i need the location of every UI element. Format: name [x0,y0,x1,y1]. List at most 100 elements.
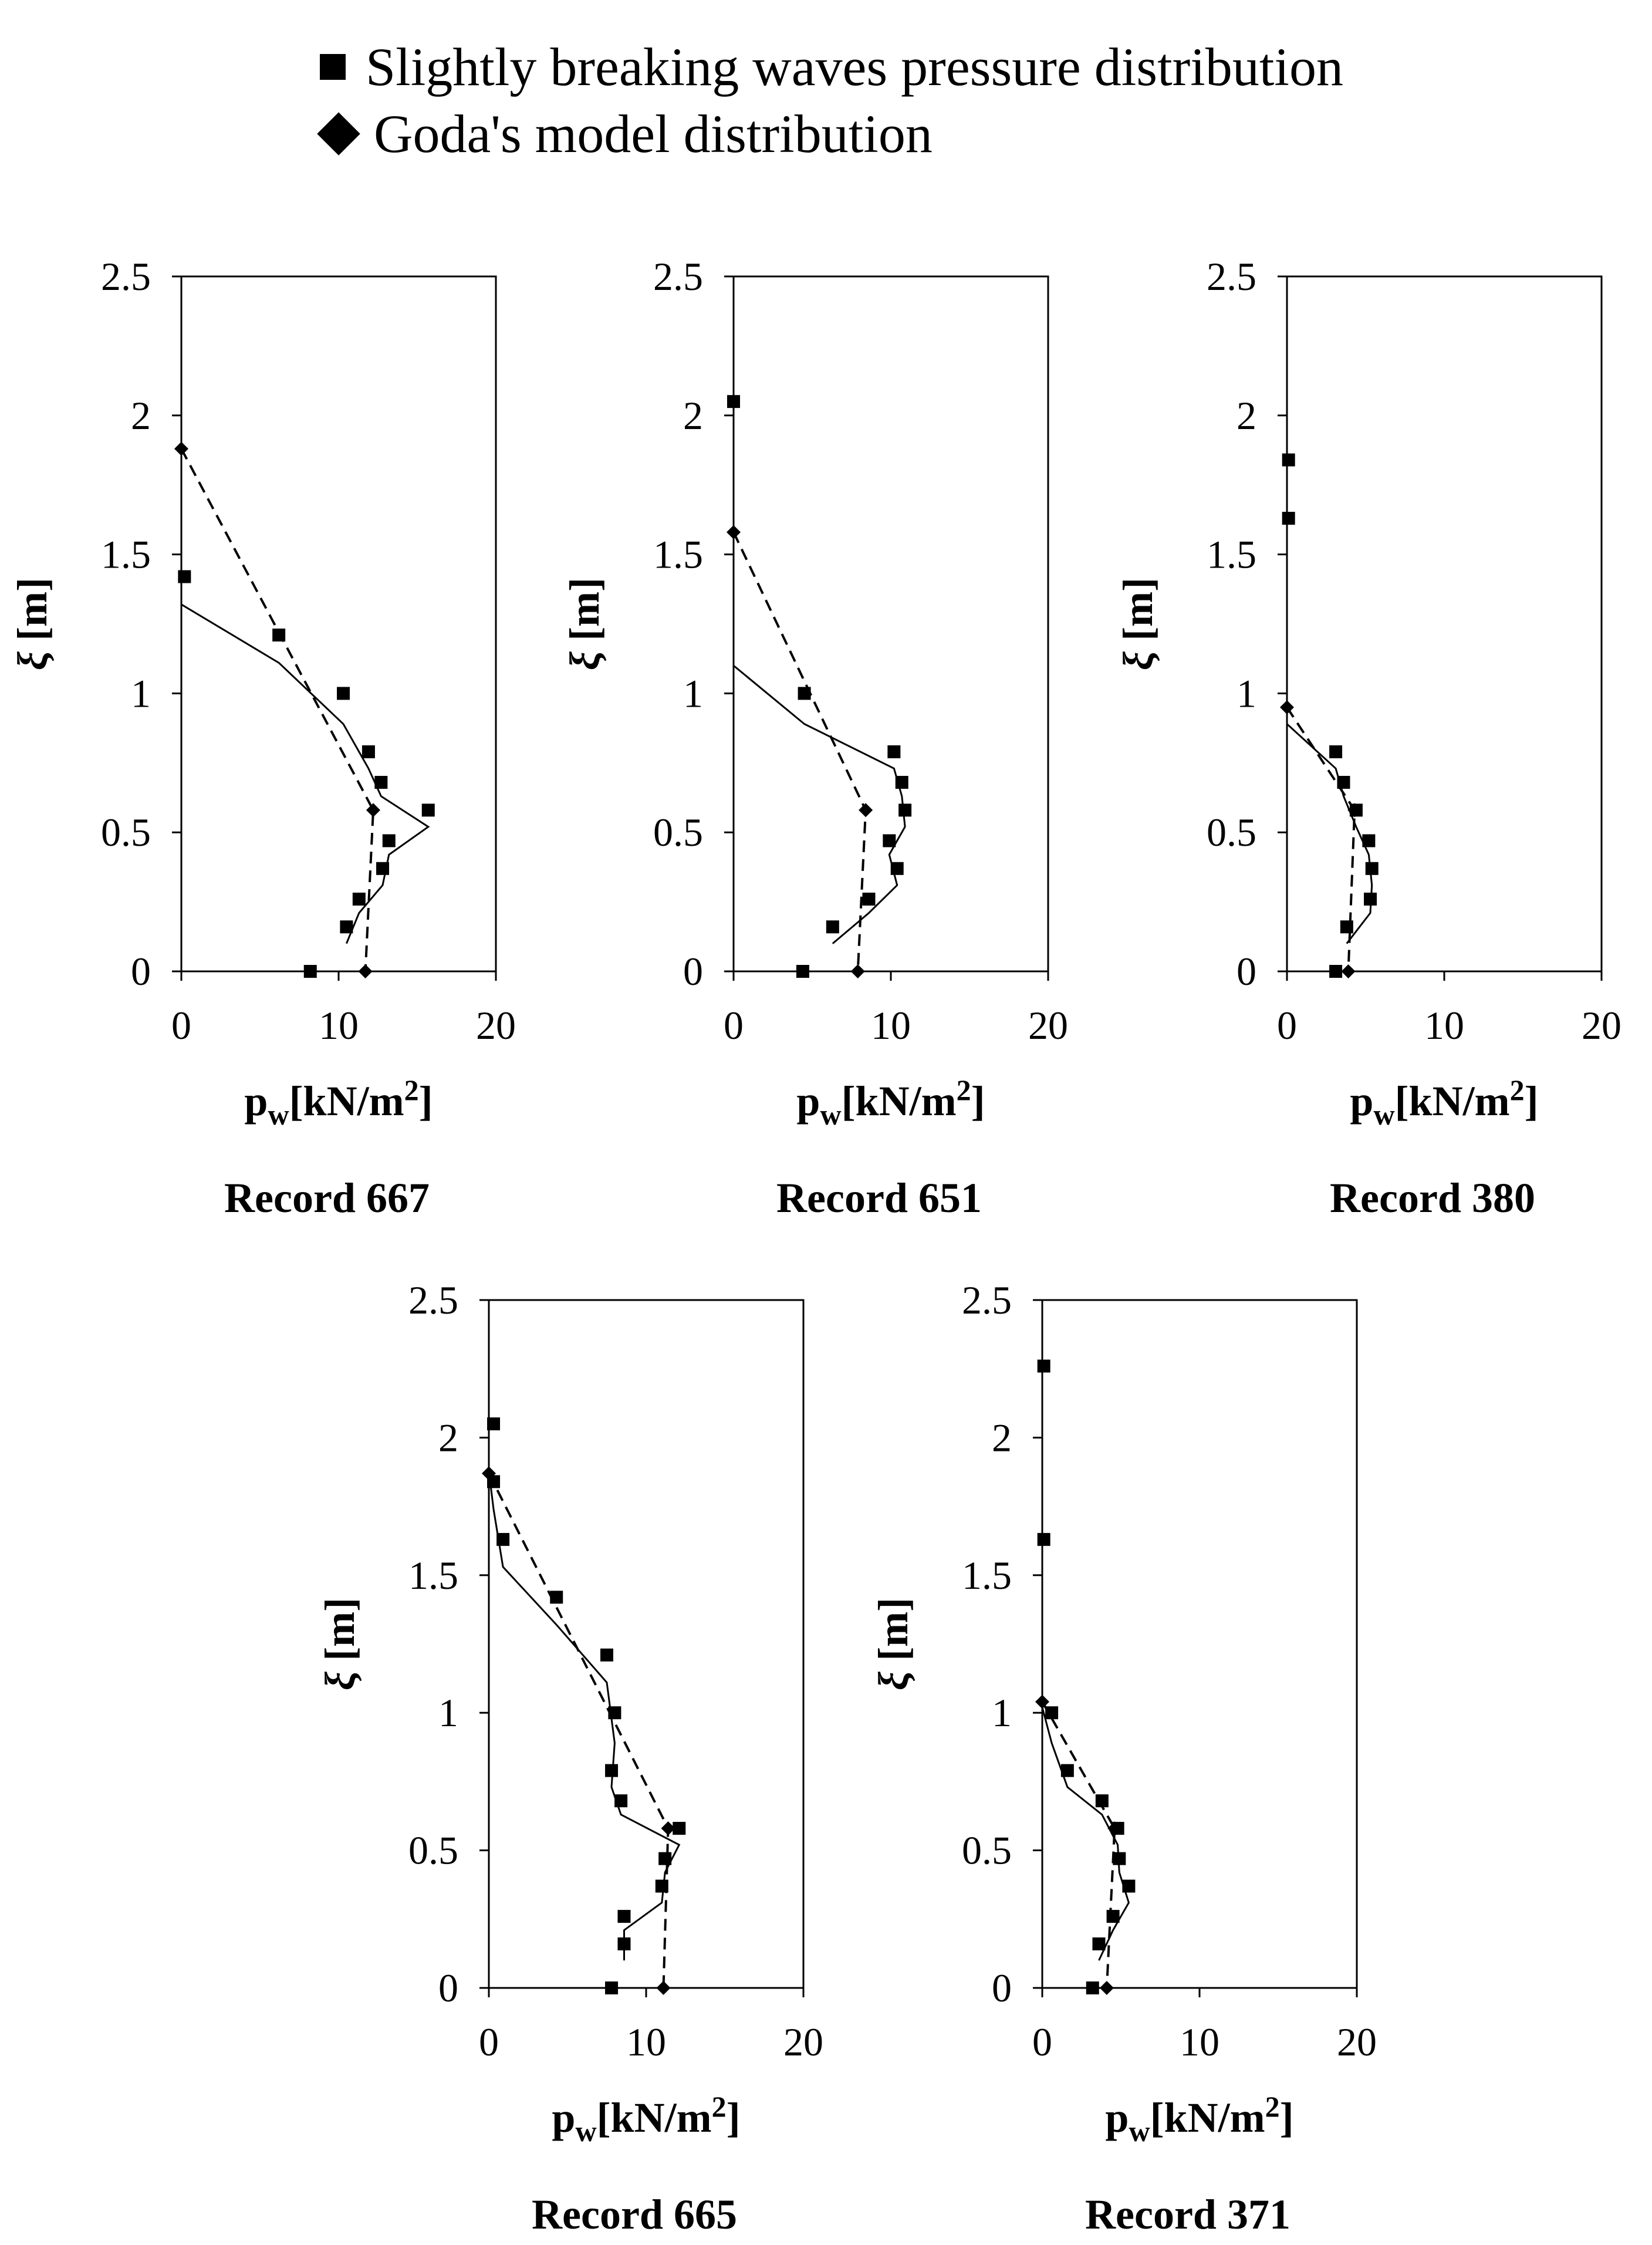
measured-point [887,745,901,758]
measured-point [303,965,317,978]
y-tick-label: 0 [1237,949,1256,994]
measured-profile-line [733,664,906,944]
measured-point [898,804,912,817]
y-tick-label: 0 [131,949,151,994]
measured-point [605,1981,619,1994]
measured-point [337,687,350,700]
record-title: Record 667 [224,1174,430,1221]
goda-point [850,964,865,978]
goda-point [1341,964,1356,978]
y-tick-label: 1 [683,671,703,715]
goda-point [358,964,373,978]
x-tick-label: 0 [1277,1003,1297,1048]
legend-label-measured: Slightly breaking waves pressure distrib… [366,36,1343,97]
x-tick-label: 20 [1582,1003,1621,1048]
y-axis-label: ξ [m] [9,578,56,670]
measured-point [1282,453,1295,467]
x-axis-label: pw[kN/m2] [244,1073,433,1131]
y-tick-label: 0 [992,1966,1012,2010]
y-tick-label: 0.5 [408,1828,458,1873]
measured-point [673,1822,686,1835]
measured-point [1092,1937,1106,1950]
y-tick-label: 2 [1237,393,1256,438]
y-tick-label: 2.5 [962,1278,1012,1322]
measured-point [340,920,353,934]
y-tick-label: 1.5 [1207,532,1256,577]
measured-point [382,834,396,848]
measured-point [1037,1532,1050,1546]
y-tick-label: 2 [683,393,703,438]
y-tick-label: 2.5 [653,254,703,299]
measured-point [617,1910,631,1923]
y-tick-label: 0 [683,949,703,994]
measured-point [883,834,896,848]
goda-point [727,525,741,539]
x-axis-label: pw[kN/m2] [1350,1073,1538,1131]
x-axis-label: pw[kN/m2] [796,1073,985,1131]
x-axis-label: pw[kN/m2] [1105,2090,1293,2148]
y-tick-label: 2 [438,1415,458,1460]
plot-frame [1041,1299,1358,1989]
x-tick-label: 20 [1028,1003,1068,1048]
measured-point [1329,965,1343,978]
measured-point [1086,1981,1099,1994]
measured-point [1045,1706,1059,1720]
record-title: Record 371 [1085,2191,1290,2238]
y-tick-label: 2.5 [408,1278,458,1322]
goda-point [366,803,380,818]
measured-profile-line [1286,723,1373,944]
measured-point [178,570,191,583]
measured-point [421,804,435,817]
measured-profile-line [488,1470,681,1961]
measured-point [374,775,388,789]
goda-point [1099,1981,1114,1995]
measured-point [352,892,366,906]
y-tick-label: 0 [438,1966,458,2010]
x-tick-label: 20 [783,2020,823,2064]
measured-point [1037,1359,1050,1373]
record-title: Record 651 [776,1174,982,1221]
x-tick-label: 0 [171,1003,191,1048]
x-tick-label: 20 [476,1003,516,1048]
measured-point [1329,745,1343,758]
y-tick-label: 0.5 [962,1828,1012,1873]
y-axis-label: ξ [m] [561,578,608,670]
y-tick-label: 2.5 [1207,254,1256,299]
measured-point [727,395,740,409]
goda-point [1280,700,1294,715]
x-tick-label: 10 [871,1003,911,1048]
y-tick-label: 0.5 [1207,810,1256,855]
measured-profile-line [181,603,430,944]
goda-point [656,1981,671,1995]
measured-point [362,745,375,758]
y-tick-label: 2 [992,1415,1012,1460]
measured-point [862,892,876,906]
measured-point [605,1764,619,1777]
legend-item-measured: Slightly breaking waves pressure distrib… [320,34,1343,94]
x-tick-label: 10 [1180,2020,1219,2064]
y-tick-label: 1 [1237,671,1256,715]
legend-item-goda: Goda's model distribution [317,101,933,164]
x-tick-label: 10 [319,1003,359,1048]
goda-model-line [180,448,375,972]
goda-point [661,1821,675,1836]
legend-label-goda: Goda's model distribution [374,103,933,164]
y-tick-label: 1.5 [408,1553,458,1598]
y-axis-label: ξ [m] [870,1598,917,1690]
measured-point [600,1648,613,1662]
y-tick-label: 1.5 [101,532,151,577]
x-tick-label: 10 [1424,1003,1464,1048]
y-tick-label: 2.5 [101,254,151,299]
y-axis-label: ξ [m] [1114,578,1161,670]
x-tick-label: 10 [626,2020,666,2064]
measured-point [1365,862,1379,875]
goda-point [174,441,188,456]
y-tick-label: 1 [992,1690,1012,1735]
measured-point [487,1417,501,1430]
x-tick-label: 0 [479,2020,499,2064]
goda-point [859,803,873,818]
